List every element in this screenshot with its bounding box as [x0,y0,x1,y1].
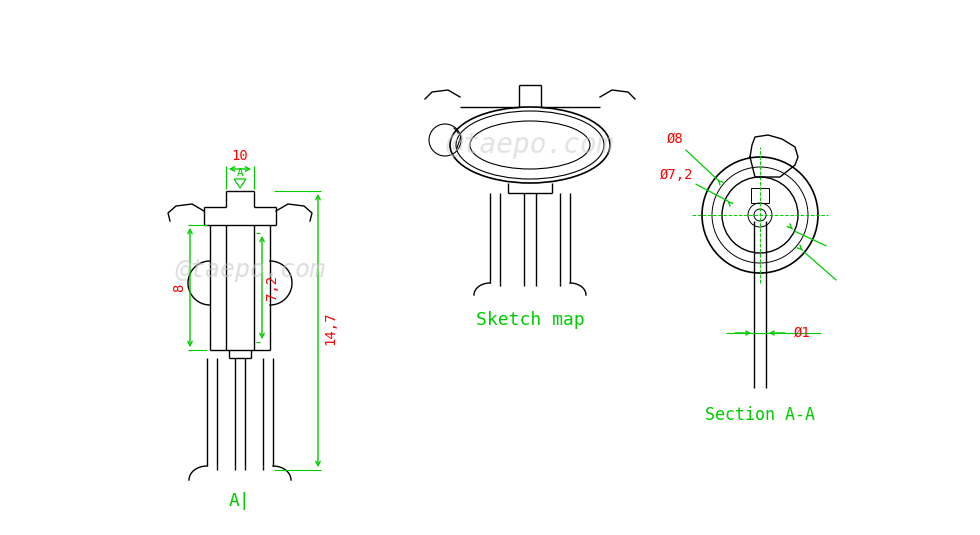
Text: A: A [236,168,243,178]
Text: 8: 8 [172,284,186,292]
Text: Sketch map: Sketch map [475,311,584,329]
Text: @taepo.com: @taepo.com [175,258,325,282]
Text: A|: A| [229,492,251,510]
Text: 14,7: 14,7 [323,312,337,345]
Text: 10: 10 [231,149,248,163]
Text: Ø8: Ø8 [666,132,684,146]
Text: Ø1: Ø1 [794,326,810,340]
Text: @taepo.com: @taepo.com [446,131,613,159]
Text: Ø7,2: Ø7,2 [661,168,694,182]
Text: 7,2: 7,2 [265,275,279,300]
Bar [751,188,769,203]
Text: Section A-A: Section A-A [705,406,815,424]
